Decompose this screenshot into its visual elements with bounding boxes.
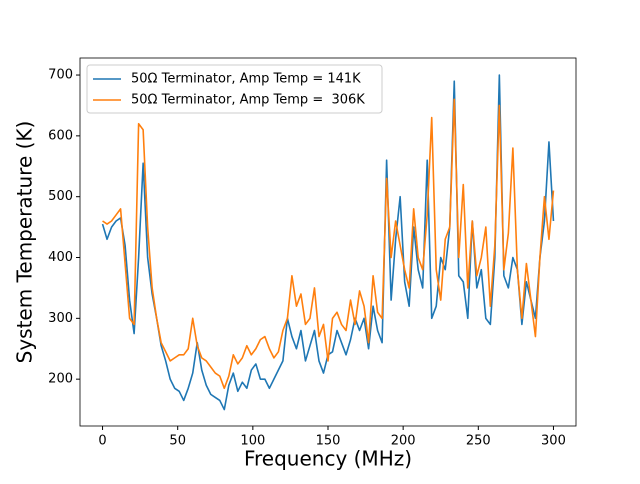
y-tick-label: 300 — [48, 311, 73, 326]
x-axis-label: Frequency (MHz) — [244, 447, 412, 471]
series-line — [102, 98, 555, 390]
x-tick-label: 100 — [240, 434, 265, 449]
y-tick-label: 700 — [48, 68, 73, 83]
y-tick-label: 200 — [48, 372, 73, 387]
legend-label: 50Ω Terminator, Amp Temp = 306K — [131, 93, 365, 108]
legend-label: 50Ω Terminator, Amp Temp = 141K — [131, 72, 361, 87]
plot-frame — [79, 57, 577, 427]
x-tick-label: 150 — [316, 434, 341, 449]
y-tick-label: 400 — [48, 250, 73, 265]
x-tick-label: 250 — [466, 434, 491, 449]
y-tick-label: 500 — [48, 189, 73, 204]
y-axis-label: System Temperature (K) — [13, 121, 37, 364]
x-tick-label: 0 — [98, 434, 106, 449]
y-tick-label: 600 — [48, 128, 73, 143]
x-tick-label: 300 — [541, 434, 566, 449]
legend-box — [86, 64, 383, 114]
x-tick-label: 50 — [169, 434, 186, 449]
x-tick-label: 200 — [391, 434, 416, 449]
